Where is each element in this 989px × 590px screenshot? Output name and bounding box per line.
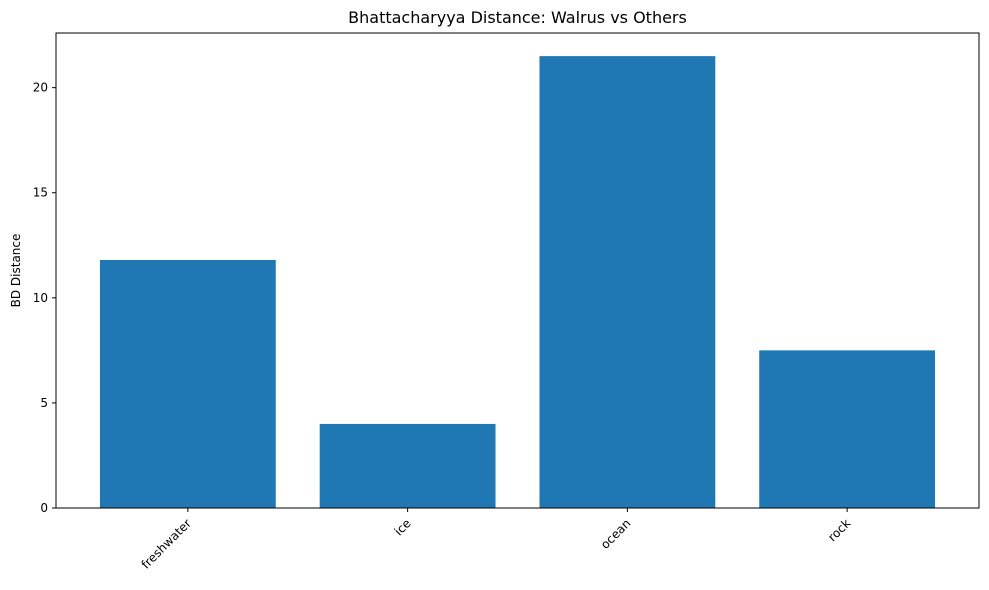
y-tick-label-10: 10 [33,291,48,305]
bar-ice [319,423,496,508]
y-axis: 0 5 10 15 20 [33,81,56,515]
plot-frame [55,32,980,509]
y-axis-label: BD Distance [9,234,23,308]
x-tick-label-ice: ice [392,516,414,538]
x-axis: freshwater ice ocean rock [139,508,853,572]
y-tick-label-20: 20 [33,81,48,95]
bars-group [99,56,936,509]
bar-ocean [539,56,716,509]
bar-freshwater [99,259,276,508]
x-tick-label-rock: rock [825,516,853,544]
y-tick-label-15: 15 [33,186,48,200]
x-tick-label-freshwater: freshwater [139,516,194,571]
y-tick-label-5: 5 [40,396,48,410]
chart-title: Bhattacharyya Distance: Walrus vs Others [348,8,687,27]
bar-rock [759,350,936,508]
x-tick-label-ocean: ocean [598,516,634,552]
y-tick-label-0: 0 [40,501,48,515]
